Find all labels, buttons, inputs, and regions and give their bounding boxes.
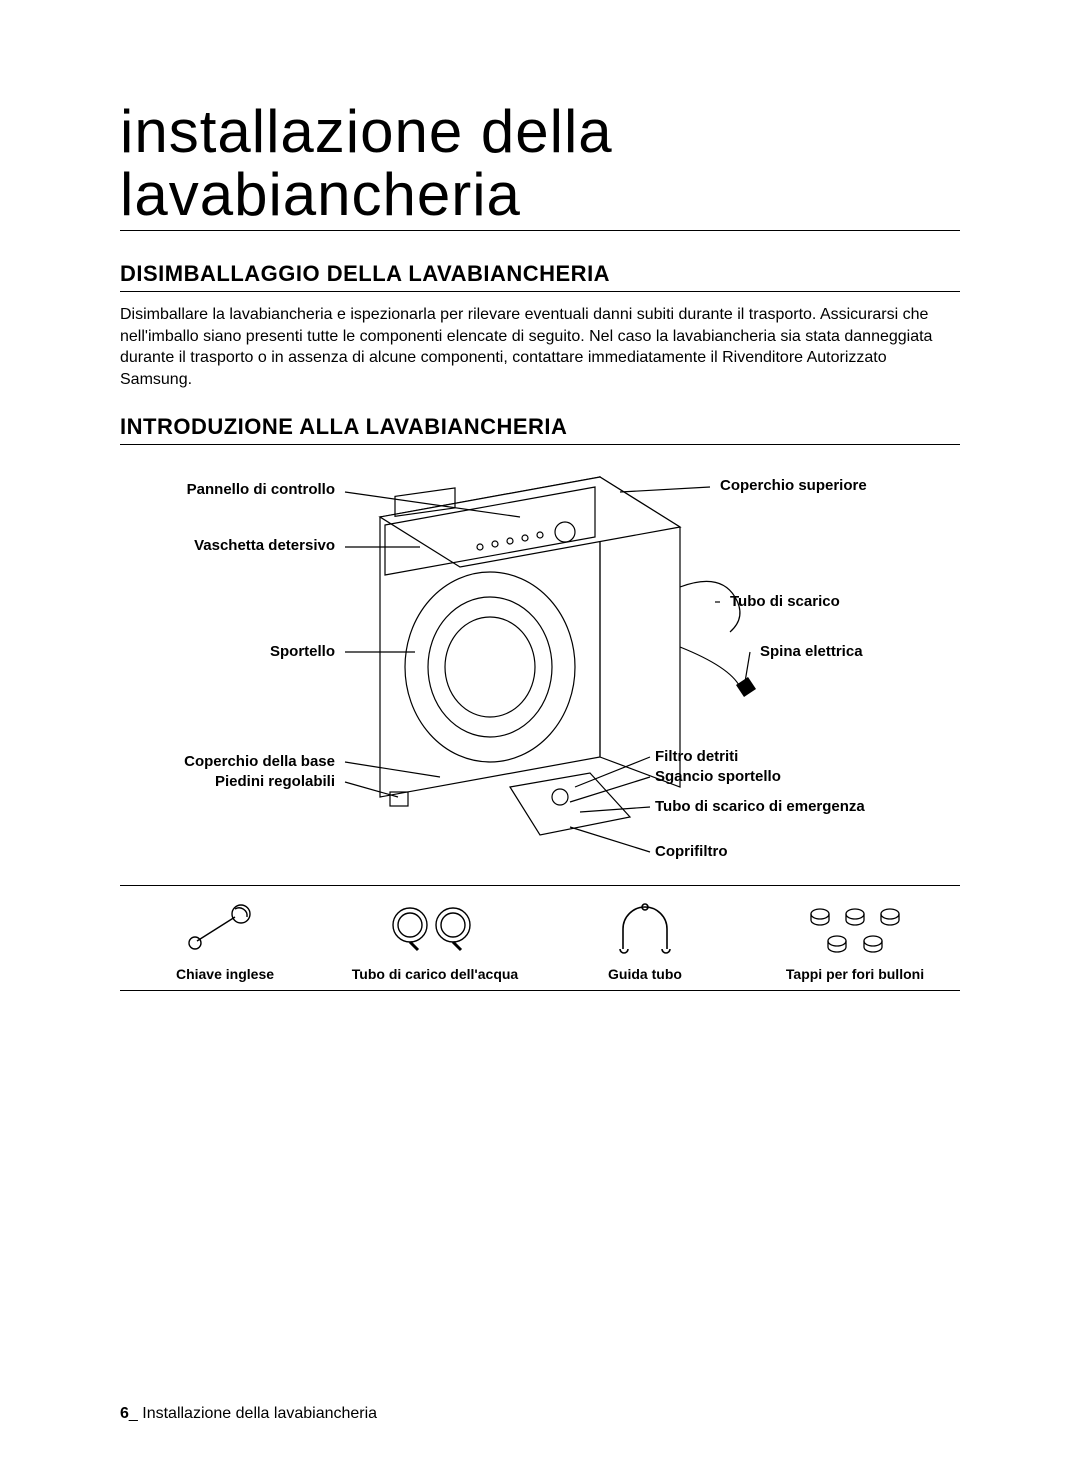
accessory-item: Tappi per fori bulloni: [750, 898, 960, 982]
label-piedini: Piedini regolabili: [215, 773, 335, 790]
label-tubo-emerg: Tubo di scarico di emergenza: [655, 798, 865, 815]
accessory-label: Chiave inglese: [120, 966, 330, 982]
wrench-icon: [120, 898, 330, 958]
label-pannello: Pannello di controllo: [187, 481, 335, 498]
accessory-label: Guida tubo: [540, 966, 750, 982]
accessory-label: Tubo di carico dell'acqua: [330, 966, 540, 982]
label-sportello: Sportello: [270, 643, 335, 660]
page-title: installazione della lavabiancheria: [120, 100, 960, 231]
label-coperchio-sup: Coperchio superiore: [720, 477, 867, 494]
label-tubo-scarico: Tubo di scarico: [730, 593, 840, 610]
accessory-item: Tubo di carico dell'acqua: [330, 898, 540, 982]
section1-body: Disimballare la lavabiancheria e ispezio…: [120, 304, 960, 390]
hose-guide-icon: [540, 898, 750, 958]
section1-heading: DISIMBALLAGGIO DELLA LAVABIANCHERIA: [120, 261, 960, 292]
accessory-item: Chiave inglese: [120, 898, 330, 982]
section2-heading: INTRODUZIONE ALLA LAVABIANCHERIA: [120, 414, 960, 445]
water-hose-icon: [330, 898, 540, 958]
footer-text: Installazione della lavabiancheria: [142, 1405, 377, 1422]
label-filtro: Filtro detriti: [655, 748, 738, 765]
label-vaschetta: Vaschetta detersivo: [194, 537, 335, 554]
page-number: 6: [120, 1405, 129, 1422]
label-sgancio: Sgancio sportello: [655, 768, 781, 785]
accessories-row: Chiave inglese Tubo di carico dell'acqua…: [120, 885, 960, 991]
washer-diagram: Pannello di controllo Vaschetta detersiv…: [120, 457, 960, 877]
label-coperchio-base: Coperchio della base: [184, 753, 335, 770]
accessory-label: Tappi per fori bulloni: [750, 966, 960, 982]
bolt-caps-icon: [750, 898, 960, 958]
label-coprifiltro: Coprifiltro: [655, 843, 728, 860]
accessory-item: Guida tubo: [540, 898, 750, 982]
label-spina: Spina elettrica: [760, 643, 863, 660]
page-footer: 6_ Installazione della lavabiancheria: [120, 1405, 377, 1423]
